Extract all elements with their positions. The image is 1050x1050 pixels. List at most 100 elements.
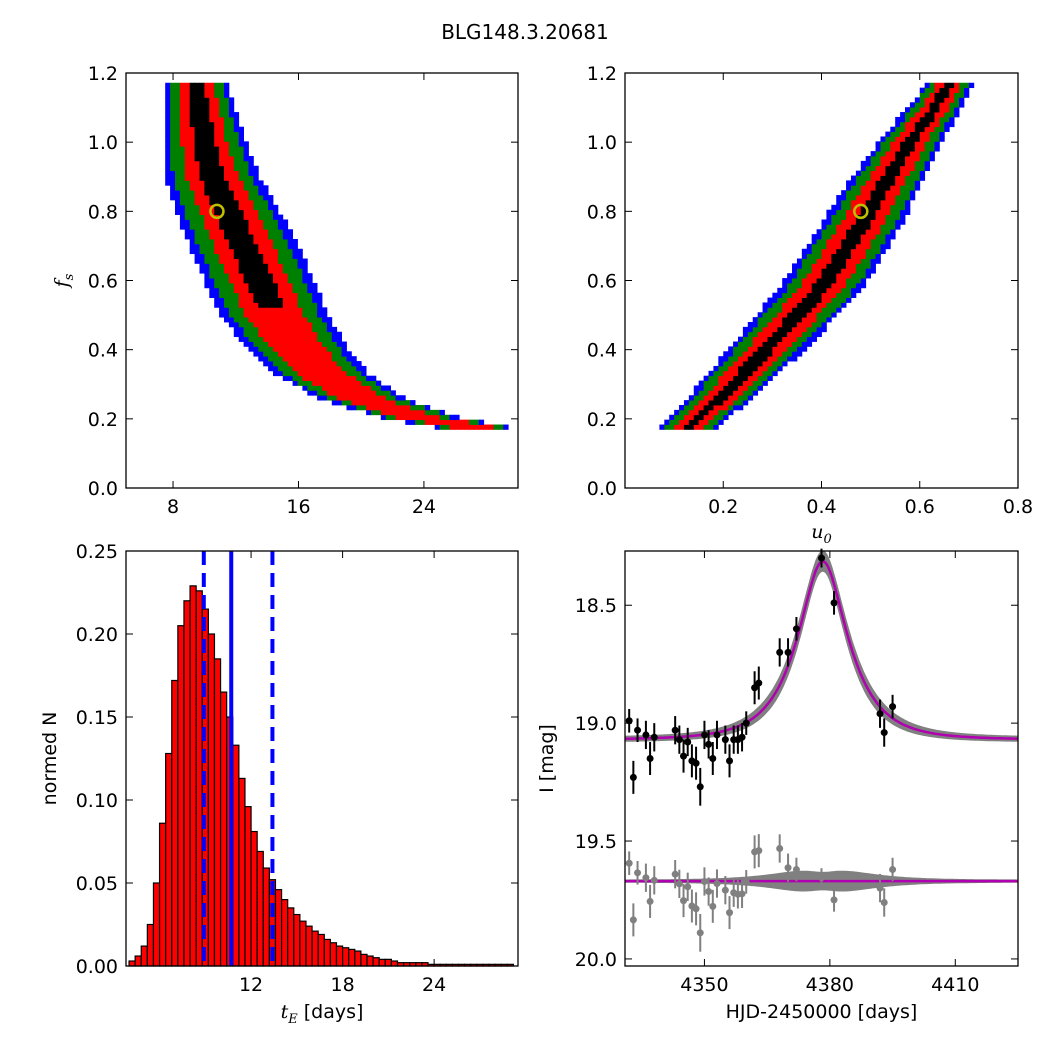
posterior-cell: [836, 243, 842, 250]
posterior-cell: [248, 170, 254, 176]
data-point: [692, 759, 700, 767]
posterior-cell: [914, 97, 921, 103]
posterior-cell: [733, 351, 739, 357]
posterior-cell: [924, 160, 930, 167]
posterior-cell: [860, 209, 867, 215]
posterior-cell: [885, 131, 891, 137]
posterior-cell: [263, 312, 269, 318]
posterior-cell: [219, 146, 225, 152]
posterior-cell: [214, 165, 220, 172]
posterior-cell: [302, 268, 308, 274]
posterior-cell: [258, 243, 264, 250]
posterior-cell: [909, 151, 916, 157]
posterior-cell: [219, 199, 225, 206]
posterior-cell: [326, 322, 333, 328]
posterior-cell: [214, 92, 220, 98]
posterior-cell: [346, 356, 352, 362]
posterior-cell: [420, 414, 426, 421]
posterior-cell: [292, 302, 298, 308]
posterior-cell: [939, 97, 945, 103]
posterior-cell: [238, 146, 244, 152]
posterior-cell: [733, 341, 739, 347]
posterior-cell: [718, 395, 724, 401]
posterior-cell: [895, 204, 901, 211]
posterior-cell: [929, 82, 935, 89]
posterior-cell: [238, 209, 244, 215]
posterior-cell: [224, 278, 230, 284]
posterior-cell: [219, 263, 225, 269]
posterior-cell: [199, 180, 205, 186]
posterior-cell: [375, 390, 382, 396]
posterior-cell: [718, 380, 724, 386]
y-tick-label: 0.2: [88, 409, 118, 431]
posterior-cell: [273, 292, 279, 298]
posterior-cell: [243, 195, 249, 201]
posterior-cell: [816, 322, 822, 328]
posterior-cell: [341, 375, 347, 381]
posterior-cell: [326, 390, 333, 396]
posterior-cell: [268, 239, 274, 245]
posterior-cell: [219, 224, 225, 230]
posterior-cell: [875, 180, 881, 186]
posterior-cell: [224, 239, 230, 245]
posterior-cell: [297, 351, 303, 357]
posterior-cell: [801, 346, 808, 352]
posterior-cell: [801, 322, 808, 328]
posterior-cell: [326, 356, 333, 362]
posterior-cell: [228, 248, 235, 255]
posterior-cell: [209, 253, 215, 259]
posterior-cell: [273, 224, 279, 230]
posterior-cell: [400, 409, 406, 416]
posterior-cell: [693, 405, 700, 411]
posterior-cell: [752, 390, 759, 396]
posterior-cell: [214, 136, 220, 142]
posterior-cell: [395, 405, 401, 411]
posterior-cell: [919, 107, 926, 113]
posterior-cell: [243, 229, 249, 235]
posterior-cell: [209, 131, 215, 137]
posterior-cell: [263, 317, 269, 323]
posterior-cell: [792, 278, 798, 284]
posterior-cell: [331, 331, 338, 338]
hist-bar: [317, 933, 325, 967]
posterior-cell: [292, 297, 298, 303]
posterior-cell: [282, 370, 289, 377]
posterior-cell: [233, 199, 240, 206]
posterior-cell: [199, 190, 205, 196]
posterior-cell: [238, 151, 244, 157]
posterior-cell: [282, 287, 289, 294]
posterior-cell: [199, 229, 205, 235]
posterior-cell: [184, 219, 191, 225]
posterior-cell: [326, 331, 333, 338]
posterior-cell: [243, 253, 249, 259]
posterior-cell: [826, 209, 832, 215]
posterior-cell: [919, 170, 926, 176]
posterior-cell: [189, 239, 195, 245]
posterior-cell: [885, 239, 891, 245]
posterior-cell: [189, 199, 195, 206]
posterior-cell: [233, 219, 240, 225]
posterior-cell: [219, 209, 225, 215]
posterior-cell: [184, 107, 191, 113]
posterior-cell: [282, 365, 289, 372]
posterior-cell: [747, 375, 754, 381]
data-point: [629, 773, 637, 781]
posterior-cell: [253, 336, 259, 342]
posterior-cell: [439, 414, 445, 421]
posterior-cell: [204, 282, 210, 289]
posterior-cell: [885, 229, 891, 235]
posterior-cell: [297, 302, 303, 308]
posterior-cell: [733, 370, 739, 377]
posterior-cell: [209, 292, 215, 298]
posterior-cell: [801, 253, 808, 259]
posterior-cell: [410, 409, 416, 416]
posterior-cell: [184, 185, 191, 191]
posterior-cell: [175, 195, 181, 201]
posterior-cell: [209, 258, 215, 264]
posterior-cell: [905, 126, 911, 132]
posterior-cell: [287, 365, 293, 372]
posterior-cell: [214, 170, 220, 176]
posterior-cell: [420, 419, 426, 425]
posterior-cell: [263, 346, 269, 352]
